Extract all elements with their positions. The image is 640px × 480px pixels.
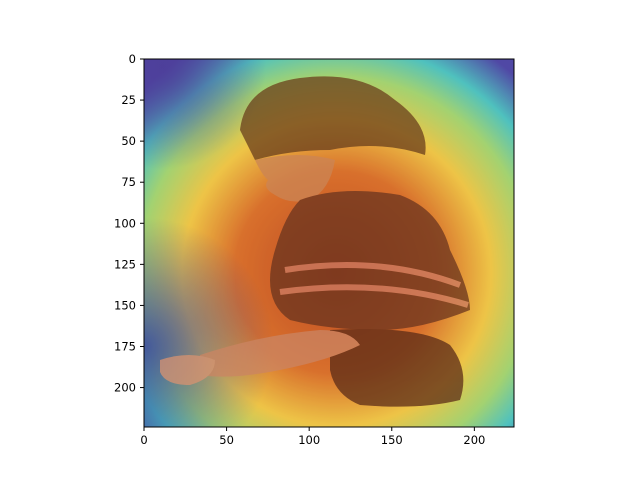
x-tick-label: 200 [463, 433, 485, 447]
x-tick-label: 0 [140, 433, 147, 447]
y-tick-label: 25 [121, 93, 136, 107]
sketch-figure [160, 76, 470, 407]
y-tick-label: 125 [114, 257, 136, 271]
y-tick-label: 75 [121, 175, 136, 189]
y-tick-label: 100 [114, 216, 136, 230]
y-tick-label: 0 [129, 52, 136, 66]
y-tick-label: 175 [114, 340, 136, 354]
x-tick-label: 100 [298, 433, 320, 447]
axis-ticks: 0 50 100 150 200 0 25 50 75 100 125 150 175 200 [114, 52, 485, 447]
x-tick-label: 150 [381, 433, 403, 447]
axes-frame [143, 58, 515, 428]
y-tick-label: 200 [114, 381, 136, 395]
y-tick-label: 50 [121, 134, 136, 148]
heatmap-image [144, 59, 514, 427]
y-tick-label: 150 [114, 298, 136, 312]
x-tick-label: 50 [219, 433, 234, 447]
